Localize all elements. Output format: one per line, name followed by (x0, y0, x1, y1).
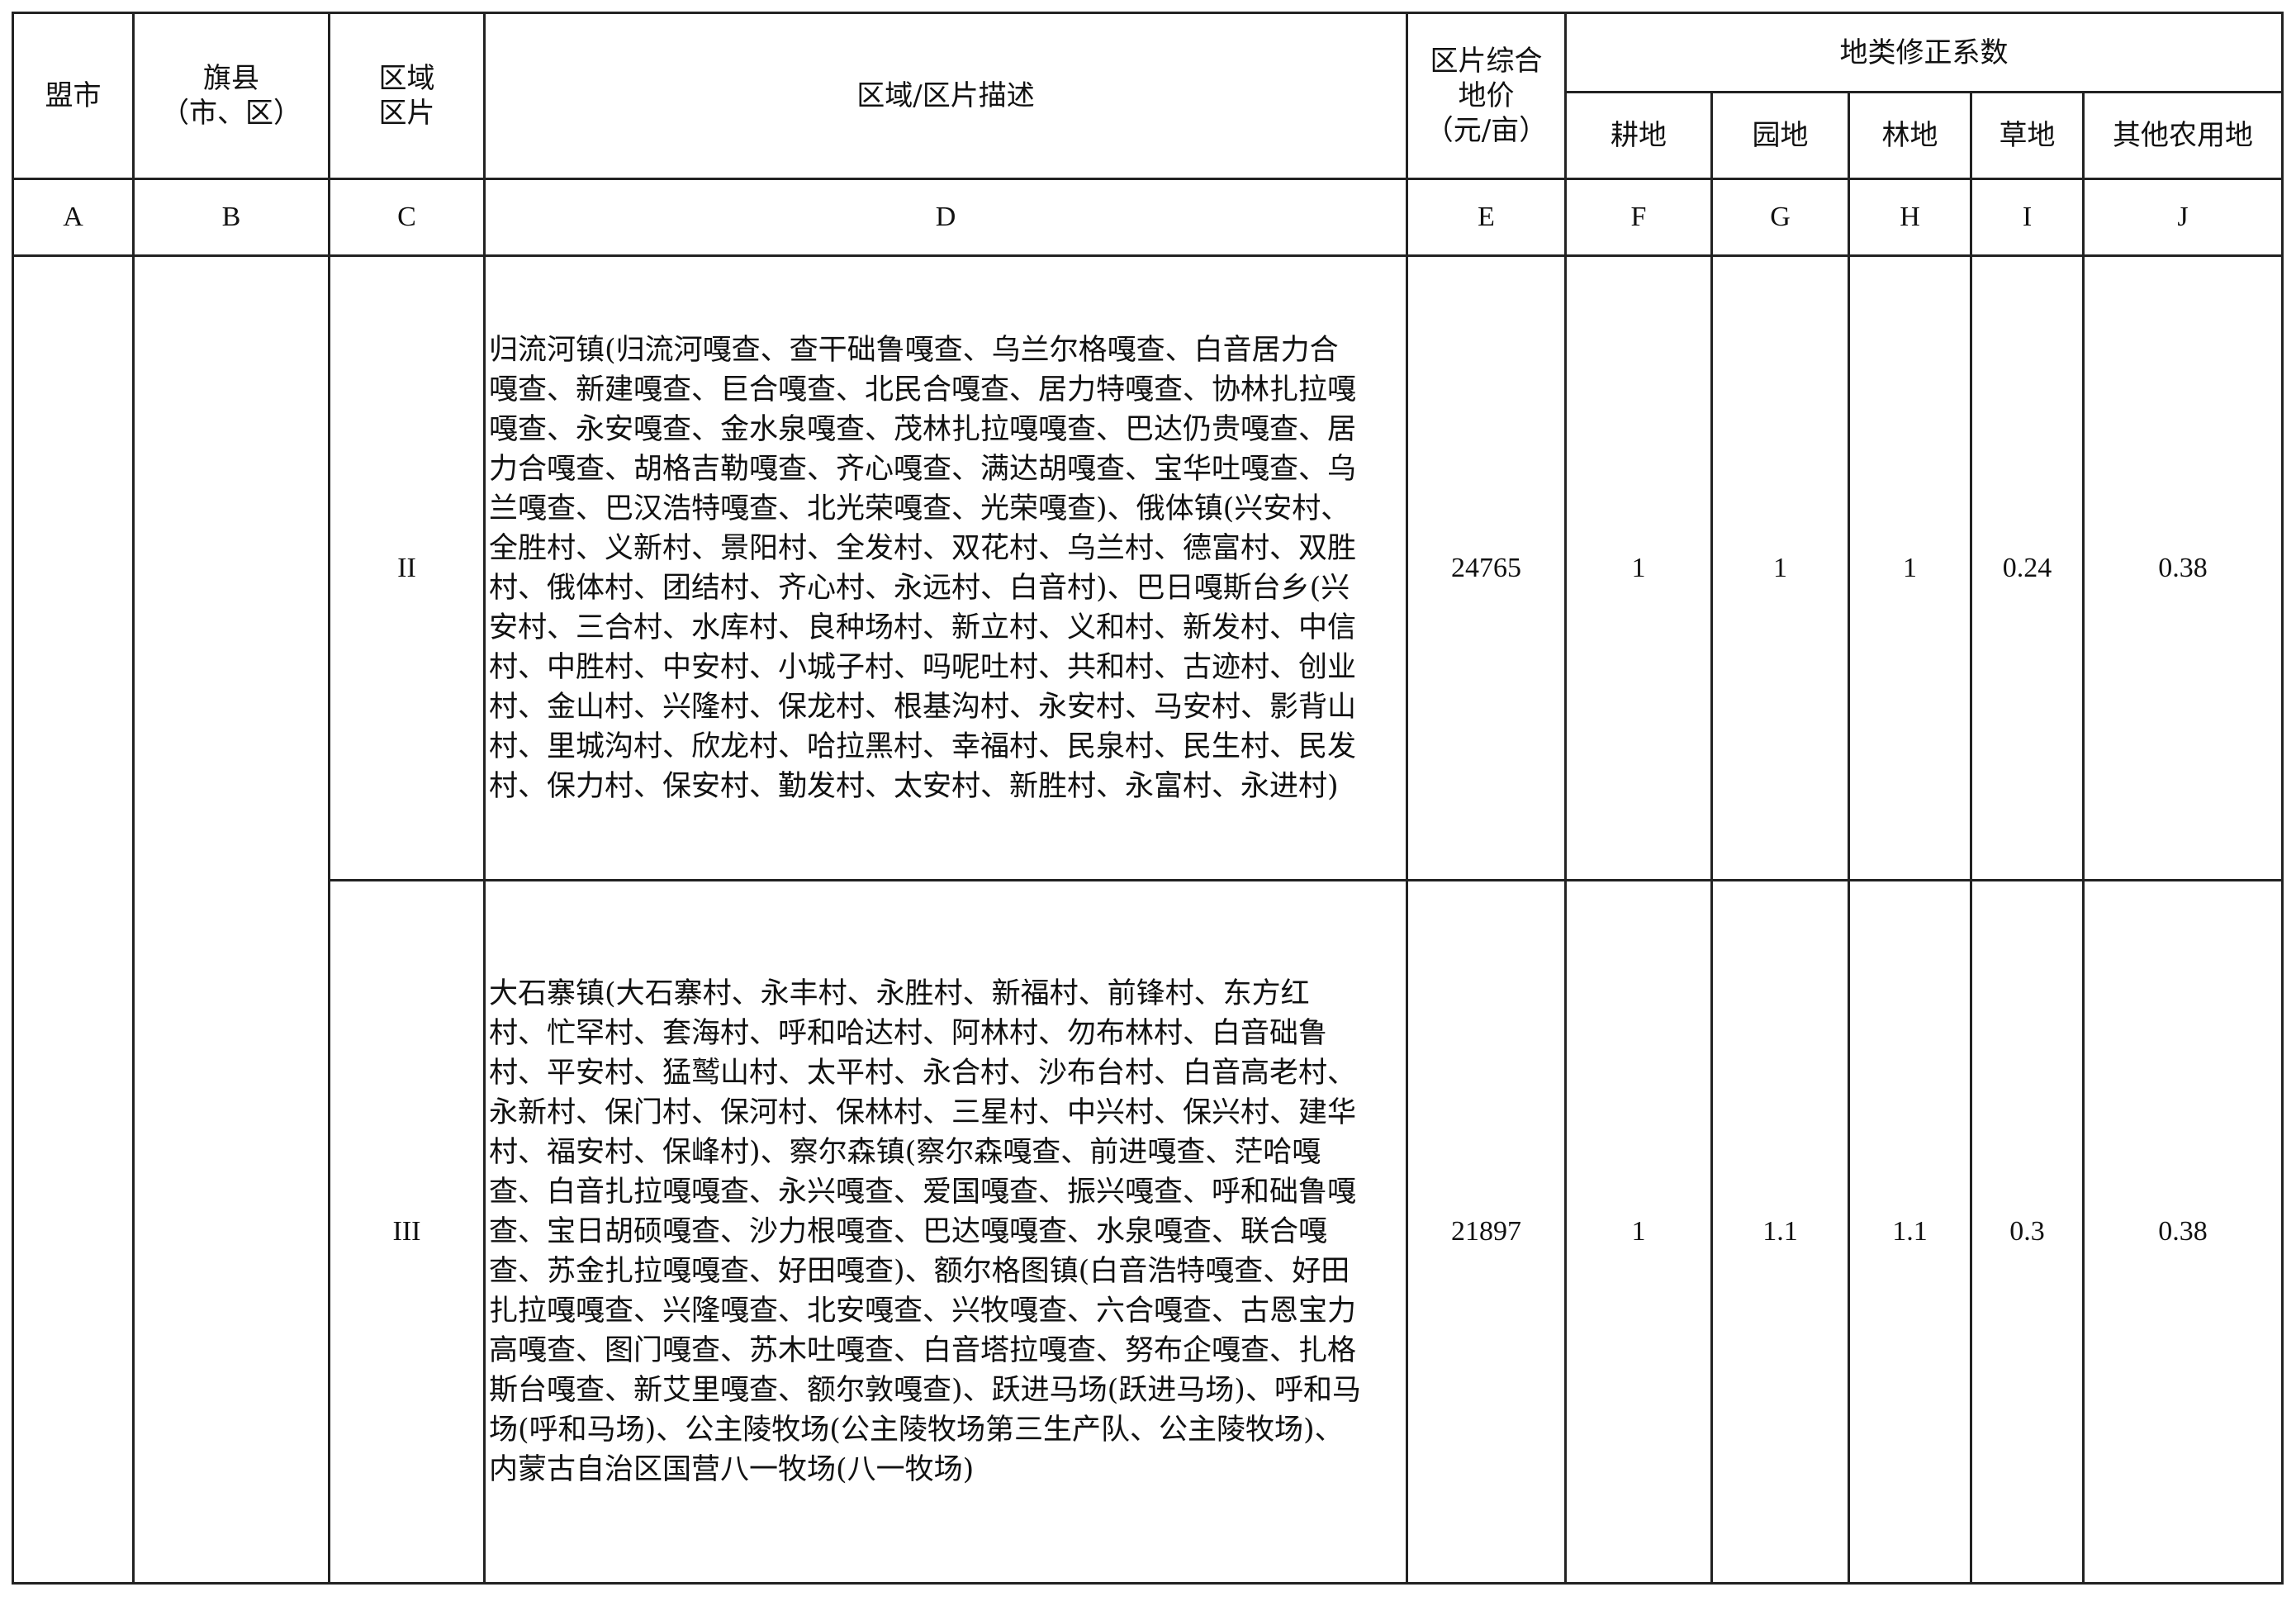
forest-coef: 1.1 (1848, 879, 1972, 1585)
county-cell (132, 254, 330, 1585)
zone-cell: II (328, 254, 486, 881)
description-line: 查、宝日胡硕嘎查、沙力根嘎查、巴达嘎嘎查、水泉嘎查、联合嘎 (489, 1215, 1328, 1248)
league-city-cell (12, 254, 135, 1585)
letter-cell: E (1406, 178, 1567, 257)
column-letter-row: A B C D E F G H I J (12, 178, 2284, 257)
table-row: II 归流河镇(归流河嘎查、查干础鲁嘎查、乌兰尔格嘎查、白音居力合 嘎查、新建嘎查… (12, 254, 2284, 1585)
header-description: 区域/区片描述 (483, 12, 1408, 180)
zone-cell: III (328, 879, 486, 1585)
description-line: 村、俄体村、团结村、齐心村、永远村、白音村)、巴日嘎斯台乡(兴 (489, 571, 1350, 605)
garden-coef: 1.1 (1710, 879, 1850, 1585)
header-grassland: 草地 (1970, 91, 2085, 180)
header-league-city: 盟市 (12, 12, 135, 180)
description-line: 安村、三合村、水库村、良种场村、新立村、义和村、新发村、中信 (489, 611, 1357, 644)
letter-cell: D (483, 178, 1408, 257)
description-line: 归流河镇(归流河嘎查、查干础鲁嘎查、乌兰尔格嘎查、白音居力合 (489, 333, 1339, 367)
description-line: 内蒙古自治区国营八一牧场(八一牧场) (489, 1453, 975, 1486)
letter-cell: J (2082, 178, 2284, 257)
description-line: 斯台嘎查、新艾里嘎查、额尔敦嘎查)、跃进马场(跃进马场)、呼和马 (489, 1374, 1361, 1407)
description-line: 兰嘎查、巴汉浩特嘎查、北光荣嘎查、光荣嘎查)、俄体镇(兴安村、 (489, 492, 1350, 525)
land-price-table: 盟市 旗县 （市、区） 区域 区片 区域/区片描述 区片综合 地价 （元/亩） 地类修正… (12, 12, 2284, 1585)
header-label: 地价 (1458, 79, 1515, 112)
description-line: 扎拉嘎嘎查、兴隆嘎查、北安嘎查、兴牧嘎查、六合嘎查、古恩宝力 (489, 1295, 1357, 1328)
description-line: 力合嘎查、胡格吉勒嘎查、齐心嘎查、满达胡嘎查、宝华吐嘎查、乌 (489, 452, 1357, 486)
grassland-coef: 0.3 (1970, 879, 2085, 1585)
header-coefficient-group: 地类修正系数 (1564, 12, 2284, 93)
description-line: 村、里城沟村、欣龙村、哈拉黑村、幸福村、民泉村、民生村、民发 (489, 729, 1357, 763)
description-line: 场(呼和马场)、公主陵牧场(公主陵牧场第三生产队、公主陵牧场)、 (489, 1414, 1344, 1447)
other-agri-coef: 0.38 (2082, 254, 2284, 881)
description-line: 全胜村、义新村、景阳村、全发村、双花村、乌兰村、德富村、双胜 (489, 531, 1357, 565)
forest-coef: 1 (1848, 254, 1972, 881)
description-line: 村、福安村、保峰村)、察尔森镇(察尔森嘎查、前进嘎查、茫哈嘎 (489, 1136, 1321, 1169)
header-label: （元/亩） (1425, 114, 1548, 147)
header-zone: 区域 区片 (328, 12, 486, 180)
cropland-coef: 1 (1564, 879, 1713, 1585)
header-label: 区域/区片描述 (856, 79, 1035, 112)
header-forest: 林地 (1848, 91, 1972, 180)
garden-coef: 1 (1710, 254, 1850, 881)
price-cell: 24765 (1406, 254, 1567, 881)
letter-cell: C (328, 178, 486, 257)
description-line: 村、中胜村、中安村、小城子村、吗呢吐村、共和村、古迹村、创业 (489, 650, 1357, 684)
header-label: 区片综合 (1430, 45, 1543, 78)
other-agri-coef: 0.38 (2082, 879, 2284, 1585)
description-line: 村、金山村、兴隆村、保龙村、根基沟村、永安村、马安村、影背山 (489, 690, 1357, 724)
description-line: 高嘎查、图门嘎查、苏木吐嘎查、白音塔拉嘎查、努布企嘎查、扎格 (489, 1334, 1357, 1367)
header-county: 旗县 （市、区） (132, 12, 330, 180)
letter-cell: B (132, 178, 330, 257)
price-cell: 21897 (1406, 879, 1567, 1585)
cropland-coef: 1 (1564, 254, 1713, 881)
description-line: 村、忙罕村、套海村、呼和哈达村、阿林村、勿布林村、白音础鲁 (489, 1017, 1328, 1050)
table-row: III 大石寨镇(大石寨村、永丰村、永胜村、新福村、前锋村、东方红 村、忙罕村、套… (13, 879, 2284, 1585)
description-line: 查、白音扎拉嘎嘎查、永兴嘎查、爱国嘎查、振兴嘎查、呼和础鲁嘎 (489, 1176, 1357, 1209)
description-line: 永新村、保门村、保河村、保林村、三星村、中兴村、保兴村、建华 (489, 1096, 1357, 1129)
description-cell: 大石寨镇(大石寨村、永丰村、永胜村、新福村、前锋村、东方红 村、忙罕村、套海村、呼… (483, 879, 1408, 1585)
description-line: 村、平安村、猛鹫山村、太平村、永合村、沙布台村、白音高老村、 (489, 1057, 1357, 1090)
description-line: 村、保力村、保安村、勤发村、太安村、新胜村、永富村、永进村) (489, 769, 1339, 803)
header-cropland: 耕地 (1564, 91, 1713, 180)
header-price: 区片综合 地价 （元/亩） (1406, 12, 1567, 180)
letter-cell: H (1848, 178, 1972, 257)
letter-cell: I (1970, 178, 2085, 257)
header-label: （市、区） (161, 97, 301, 130)
description-line: 嘎查、永安嘎查、金水泉嘎查、茂林扎拉嘎嘎查、巴达仍贵嘎查、居 (489, 412, 1357, 446)
header-label: 地类修正系数 (1839, 36, 2009, 69)
letter-cell: A (12, 178, 135, 257)
letter-cell: F (1564, 178, 1713, 257)
header-label: 区域 (378, 62, 435, 95)
header-label: 盟市 (45, 79, 102, 112)
header-garden: 园地 (1710, 91, 1850, 180)
grassland-coef: 0.24 (1970, 254, 2085, 881)
description-line: 嘎查、新建嘎查、巨合嘎查、北民合嘎查、居力特嘎查、协林扎拉嘎 (489, 373, 1357, 406)
header-other-agri: 其他农用地 (2082, 91, 2284, 180)
description-line: 查、苏金扎拉嘎嘎查、好田嘎查)、额尔格图镇(白音浩特嘎查、好田 (489, 1255, 1350, 1288)
header-label: 旗县 (203, 62, 259, 95)
header-label: 区片 (378, 97, 435, 130)
description-cell: 归流河镇(归流河嘎查、查干础鲁嘎查、乌兰尔格嘎查、白音居力合 嘎查、新建嘎查、巨合… (483, 254, 1408, 881)
letter-cell: G (1710, 178, 1850, 257)
description-line: 大石寨镇(大石寨村、永丰村、永胜村、新福村、前锋村、东方红 (489, 977, 1310, 1010)
